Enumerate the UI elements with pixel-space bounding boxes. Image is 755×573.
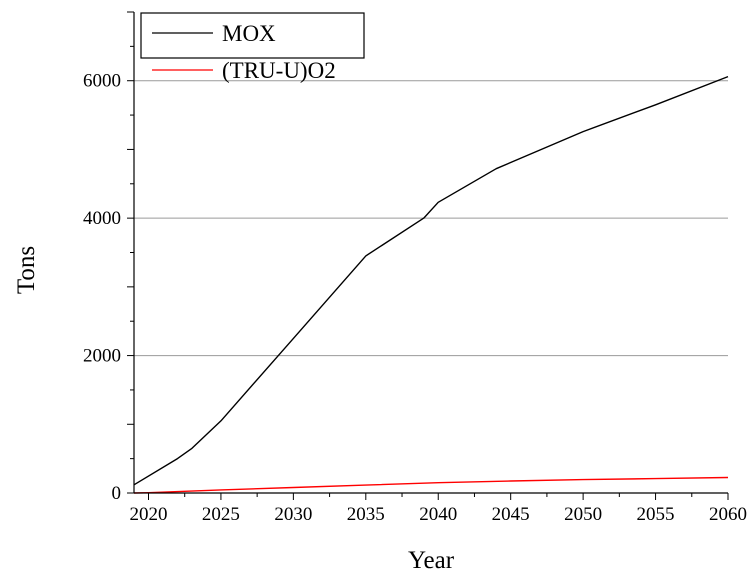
x-tick-label-2040: 2040 (419, 504, 457, 525)
legend: MOX (TRU-U)O2 (140, 12, 365, 83)
x-tick-label-2030: 2030 (274, 504, 312, 525)
x-tick-label-2025: 2025 (202, 504, 240, 525)
series-line-mox (133, 75, 729, 486)
y-tick-label-6000: 6000 (83, 71, 121, 92)
x-tick-label-2060: 2060 (709, 504, 747, 525)
y-tick-label-2000: 2000 (83, 346, 121, 367)
x-tick-label-2020: 2020 (129, 504, 167, 525)
x-tick-label-2050: 2050 (564, 504, 602, 525)
x-tick-label-2035: 2035 (347, 504, 385, 525)
legend-box (140, 12, 365, 59)
axes (133, 12, 728, 494)
gridlines (134, 80, 728, 357)
x-tick-label-2045: 2045 (492, 504, 530, 525)
series-line-tru-u-o2 (133, 476, 729, 494)
legend-label-mox: MOX (222, 21, 276, 46)
x-axis-title: Year (408, 547, 455, 573)
y-axis-title: Tons (13, 246, 40, 294)
x-tick-marks: 2020 2025 2030 2035 2040 2045 2050 2055 2060 (129, 493, 747, 525)
y-tick-marks: 0 2000 4000 6000 (83, 11, 134, 504)
y-tick-label-0: 0 (112, 483, 122, 504)
legend-label-tru-u-o2: (TRU-U)O2 (222, 58, 336, 83)
x-tick-label-2055: 2055 (637, 504, 675, 525)
y-tick-label-4000: 4000 (83, 208, 121, 229)
series-lines (133, 75, 729, 494)
